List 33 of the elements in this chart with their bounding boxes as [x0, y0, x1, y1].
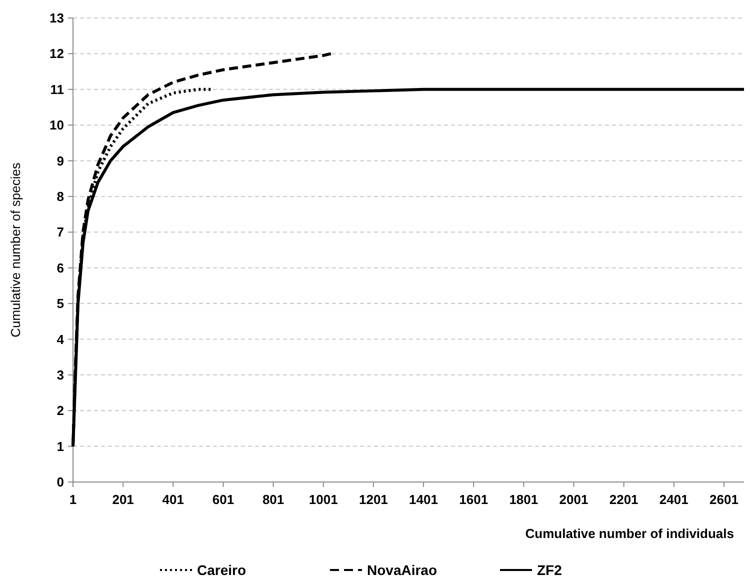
y-tick-label: 10 — [50, 118, 64, 133]
y-tick-label: 5 — [56, 296, 64, 312]
y-tick-label: 11 — [50, 82, 64, 97]
x-tick-label: 1201 — [358, 492, 388, 507]
y-tick-label: 3 — [56, 367, 64, 382]
x-tick-label: 601 — [212, 492, 234, 507]
y-tick-label: 0 — [56, 474, 64, 490]
x-tick-label: 1601 — [459, 492, 488, 507]
y-tick-label: 12 — [50, 46, 64, 62]
y-tick-label: 6 — [56, 260, 64, 276]
x-tick-label: 2401 — [659, 492, 688, 507]
x-tick-label: 1 — [69, 492, 77, 507]
legend-label: ZF2 — [537, 562, 562, 578]
legend-label: Careiro — [197, 562, 246, 578]
x-tick-label: 1001 — [308, 492, 338, 507]
y-tick-label: 2 — [56, 403, 64, 418]
y-axis-title: Cumulative number of species — [8, 162, 23, 338]
y-tick-label: 4 — [56, 332, 65, 347]
x-tick-label: 1801 — [509, 492, 538, 507]
x-tick-label: 2201 — [609, 492, 638, 507]
y-tick-label: 9 — [56, 153, 64, 168]
y-tick-label: 7 — [56, 224, 64, 240]
legend-label: NovaAirao — [367, 562, 438, 578]
y-tick-label: 1 — [56, 438, 64, 454]
x-tick-label: 1401 — [409, 492, 438, 507]
x-axis-title: Cumulative number of individuals — [525, 526, 734, 541]
x-tick-label: 801 — [262, 492, 284, 507]
x-tick-label: 201 — [112, 492, 134, 507]
x-tick-label: 2601 — [710, 492, 738, 507]
y-tick-label: 13 — [50, 10, 64, 26]
x-tick-label: 401 — [162, 492, 184, 507]
x-tick-label: 2001 — [559, 492, 588, 507]
y-tick-label: 8 — [56, 189, 64, 204]
